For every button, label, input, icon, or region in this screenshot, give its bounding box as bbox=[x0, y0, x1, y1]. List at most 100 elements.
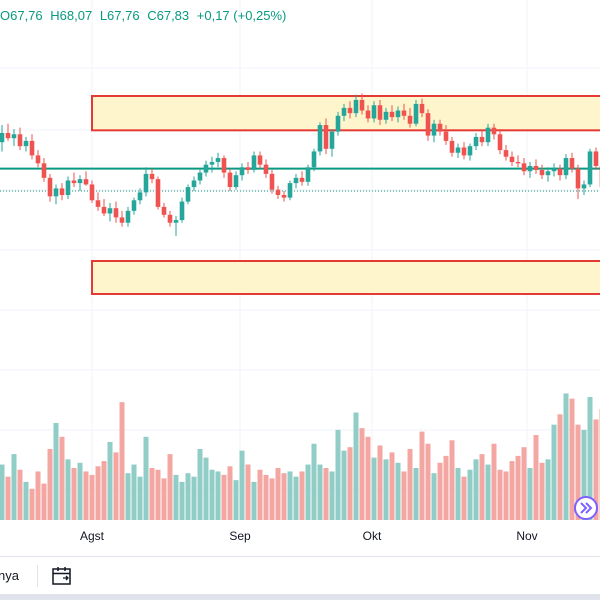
candle bbox=[53, 184, 59, 205]
volume-bar bbox=[263, 474, 269, 520]
volume-bar bbox=[335, 429, 341, 520]
candle bbox=[59, 183, 65, 201]
candle-body bbox=[137, 192, 143, 201]
candle-body bbox=[371, 105, 377, 119]
candle bbox=[413, 99, 419, 127]
candle bbox=[149, 168, 155, 184]
volume-bar bbox=[35, 471, 41, 520]
candle-body bbox=[143, 173, 149, 193]
candle-body bbox=[329, 131, 335, 149]
volume-bar bbox=[503, 471, 509, 520]
candle-body bbox=[209, 162, 215, 165]
candle-body bbox=[353, 99, 359, 114]
candle bbox=[311, 148, 317, 172]
candle bbox=[83, 171, 89, 186]
candle bbox=[407, 107, 413, 128]
volume-bar bbox=[179, 481, 185, 520]
candle-body bbox=[569, 158, 575, 169]
scroll-to-realtime-button[interactable] bbox=[574, 496, 598, 520]
candle-body bbox=[557, 168, 563, 176]
candle-body bbox=[461, 147, 467, 156]
x-axis: Agst Sep Okt Nov bbox=[80, 529, 538, 543]
volume-bar bbox=[581, 429, 587, 520]
volume-bar bbox=[551, 424, 557, 520]
candle-body bbox=[413, 103, 419, 124]
candle-body bbox=[71, 180, 77, 184]
volume-bar bbox=[329, 471, 335, 520]
candle-body bbox=[383, 111, 389, 120]
volume-bar bbox=[461, 476, 467, 520]
volume-bar bbox=[401, 471, 407, 520]
candle bbox=[593, 147, 599, 170]
candle bbox=[215, 152, 221, 168]
candle-body bbox=[443, 131, 449, 141]
candle-body bbox=[263, 164, 269, 174]
volume-bar bbox=[269, 478, 275, 520]
candle bbox=[377, 99, 383, 126]
support-resistance-zones bbox=[91, 95, 600, 295]
candle-body bbox=[467, 146, 473, 156]
volume-bar bbox=[353, 412, 359, 520]
candle bbox=[107, 202, 113, 222]
candle bbox=[257, 151, 263, 169]
volume-bar bbox=[197, 448, 203, 520]
volume-bar bbox=[383, 459, 389, 520]
volume-bar bbox=[101, 461, 107, 520]
candle-body bbox=[521, 163, 527, 172]
candle bbox=[563, 154, 569, 180]
candle bbox=[47, 173, 53, 202]
candle-body bbox=[107, 208, 113, 214]
volume-bar bbox=[299, 471, 305, 520]
candle-body bbox=[395, 110, 401, 118]
candle bbox=[395, 106, 401, 123]
volume-bar bbox=[563, 393, 569, 520]
candle-body bbox=[473, 136, 479, 147]
volume-bar bbox=[593, 419, 599, 520]
volume-bar bbox=[557, 414, 563, 520]
volume-bar bbox=[317, 464, 323, 520]
candle bbox=[389, 105, 395, 122]
volume-bar bbox=[143, 436, 149, 520]
candle bbox=[287, 180, 293, 201]
volume-bar bbox=[221, 474, 227, 520]
candle bbox=[347, 101, 353, 119]
volume-bar bbox=[137, 476, 143, 520]
volume-bar bbox=[29, 488, 35, 520]
candle-body bbox=[563, 158, 569, 176]
candle-body bbox=[527, 165, 533, 172]
candle bbox=[281, 191, 287, 202]
calendar-range-icon[interactable] bbox=[50, 564, 74, 588]
candle-body bbox=[347, 107, 353, 114]
candle-body bbox=[533, 165, 539, 170]
volume-bar bbox=[11, 454, 17, 520]
volume-bar bbox=[485, 464, 491, 520]
volume-bar bbox=[587, 396, 593, 520]
candle-body bbox=[551, 168, 557, 172]
candle bbox=[299, 171, 305, 186]
volume-bar bbox=[545, 459, 551, 520]
volume-bar bbox=[569, 398, 575, 520]
candle bbox=[485, 123, 491, 147]
candle bbox=[515, 155, 521, 168]
volume-bar bbox=[431, 473, 437, 520]
volume-bar bbox=[515, 455, 521, 520]
candle bbox=[359, 93, 365, 115]
volume-bar bbox=[539, 462, 545, 520]
candle-body bbox=[0, 132, 5, 143]
candle-body bbox=[455, 147, 461, 153]
candle-body bbox=[437, 123, 443, 132]
candle bbox=[323, 118, 329, 155]
range-label-fragment[interactable]: nya bbox=[0, 568, 19, 583]
candle-body bbox=[575, 168, 581, 189]
candle-body bbox=[281, 195, 287, 198]
volume-bar bbox=[281, 473, 287, 520]
candle bbox=[143, 167, 149, 197]
volume-bar bbox=[311, 443, 317, 520]
volume-bar bbox=[287, 471, 293, 520]
candle-body bbox=[227, 172, 233, 188]
volume-bar bbox=[419, 431, 425, 520]
candle-body bbox=[515, 162, 521, 164]
candle bbox=[11, 129, 17, 147]
volume-bar bbox=[89, 474, 95, 520]
